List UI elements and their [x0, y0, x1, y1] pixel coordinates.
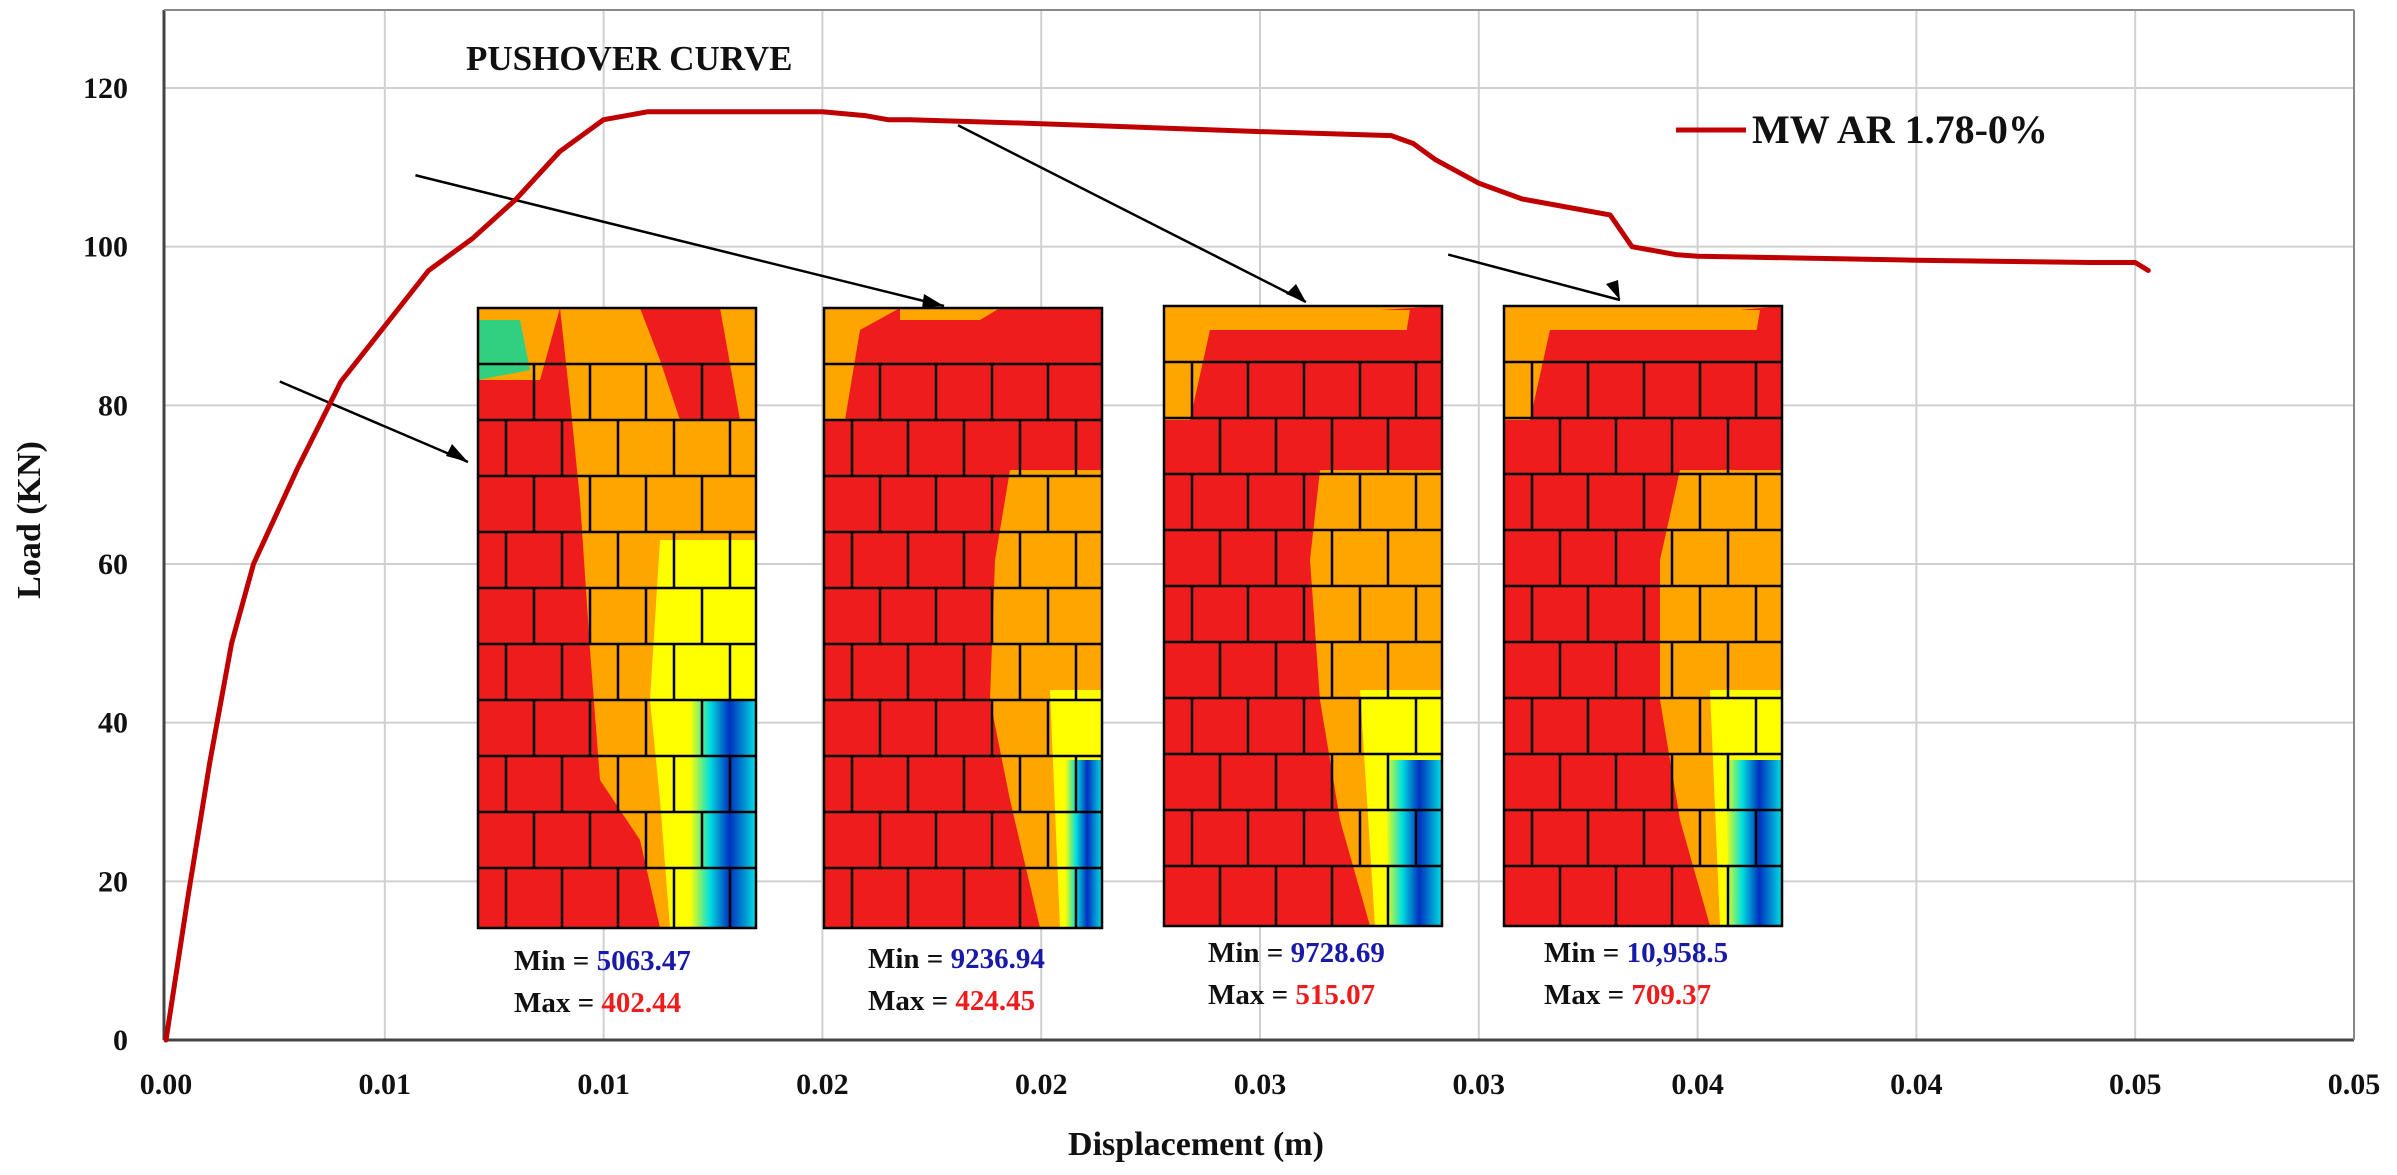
y-tick-label: 100: [83, 231, 128, 264]
brick-grid-2: [822, 306, 1104, 930]
brick-grid-1: [476, 306, 758, 930]
y-tick-label: 20: [98, 865, 128, 898]
inset-3-max-label: Max = 515.07: [1208, 979, 1375, 1011]
callout-arrow-3: [957, 124, 1307, 304]
y-tick-labels: 0 20 40 60 80 100 120: [83, 72, 128, 1057]
x-tick-labels: 0.00 0.01 0.01 0.02 0.02 0.03 0.03 0.04 0.04 0.05…: [140, 1068, 2381, 1101]
axes: [162, 9, 2355, 1042]
legend: MW AR 1.78-0%: [1676, 107, 2048, 152]
callout-arrowhead-1: [446, 444, 468, 462]
x-tick-label: 0.04: [1890, 1068, 1943, 1101]
x-tick-label: 0.04: [1671, 1068, 1724, 1101]
inset-4-min-label: Min = 10,958.5: [1544, 937, 1728, 969]
inset-2-min-label: Min = 9236.94: [868, 943, 1045, 975]
y-tick-label: 0: [113, 1024, 128, 1057]
stress-contour-inset-1: [476, 306, 758, 930]
y-axis-label: Load (KN): [11, 441, 48, 599]
x-axis-label: Displacement (m): [1068, 1126, 1324, 1163]
x-tick-label: 0.00: [140, 1068, 193, 1101]
callout-arrows: [279, 124, 1621, 464]
stress-contour-inset-4: [1502, 304, 1784, 928]
y-tick-label: 80: [98, 389, 128, 422]
legend-entry: MW AR 1.78-0%: [1752, 107, 2048, 152]
x-tick-label: 0.01: [359, 1068, 412, 1101]
inset-1-min-label: Min = 5063.47: [514, 945, 691, 977]
x-tick-label: 0.03: [1453, 1068, 1506, 1101]
x-tick-label: 0.05: [2109, 1068, 2162, 1101]
callout-arrowhead-3: [1286, 284, 1306, 302]
callout-arrow-2: [415, 174, 945, 308]
inset-2-max-label: Max = 424.45: [868, 985, 1035, 1017]
x-tick-label: 0.02: [796, 1068, 849, 1101]
callout-arrowhead-2: [922, 294, 944, 308]
stress-contour-inset-2: [822, 306, 1104, 930]
y-tick-label: 120: [83, 72, 128, 105]
brick-grid-4: [1502, 304, 1784, 928]
x-tick-label: 0.01: [577, 1068, 630, 1101]
callout-arrow-4: [1447, 253, 1621, 302]
x-tick-label: 0.03: [1234, 1068, 1287, 1101]
inset-3-min-label: Min = 9728.69: [1208, 937, 1385, 969]
brick-grid-3: [1162, 304, 1444, 928]
callout-arrowhead-4: [1606, 280, 1620, 300]
inset-1-max-label: Max = 402.44: [514, 987, 681, 1019]
stress-contour-inset-3: [1162, 304, 1444, 928]
x-tick-label: 0.02: [1015, 1068, 1068, 1101]
inset-4-max-label: Max = 709.37: [1544, 979, 1711, 1011]
x-tick-label: 0.05: [2328, 1068, 2381, 1101]
callout-arrow-1: [279, 380, 469, 464]
series-line-mw-ar-1.78: [163, 109, 2151, 1043]
y-tick-label: 60: [98, 548, 128, 581]
y-tick-label: 40: [98, 707, 128, 740]
chart-title: PUSHOVER CURVE: [466, 39, 792, 78]
